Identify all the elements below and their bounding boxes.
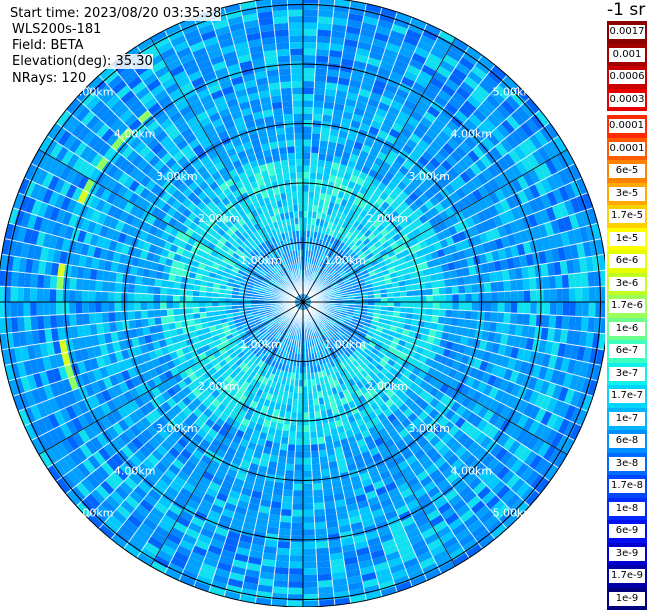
colorbar-bin: 0.0006 — [607, 66, 647, 89]
colorbar-bin: 6e-9 — [607, 520, 647, 543]
colorbar-bin-label: 6e-9 — [609, 524, 645, 538]
colorbar-bin-label: 0.001 — [609, 48, 645, 62]
colorbar-bin-label: 6e-7 — [609, 344, 645, 358]
range-ring-label: 2.00km — [198, 212, 240, 225]
colorbar-bin-label: 3e-6 — [609, 277, 645, 291]
colorbar-bin: 1e-6 — [607, 318, 647, 341]
colorbar-bin: 0.001 — [607, 44, 647, 67]
colorbar-bin: 3e-8 — [607, 453, 647, 476]
range-ring-label: 2.00km — [366, 212, 408, 225]
colorbar-bin-label: 0.00017 — [609, 119, 645, 133]
colorbar-bin-label: 1.7e-6 — [609, 299, 645, 313]
colorbar-bin: 1e-7 — [607, 408, 647, 431]
colorbar-bin: 0.0001 — [607, 138, 647, 161]
range-ring-label: 4.00km — [114, 464, 156, 477]
colorbar-bin: 1.7e-8 — [607, 475, 647, 498]
range-ring-label: 1.00km — [324, 338, 366, 351]
range-ring-label: 3.00km — [408, 170, 450, 183]
colorbar-bin-label: 0.0017 — [609, 25, 645, 39]
colorbar-bin: 6e-6 — [607, 250, 647, 273]
range-ring-label: 4.00km — [451, 464, 493, 477]
colorbar-bin: 0.0017 — [607, 21, 647, 44]
elevation-label: Elevation(deg): 35.30 — [12, 54, 153, 69]
colorbar-bin: 1e-8 — [607, 498, 647, 521]
colorbar-bin-label: 6e-6 — [609, 254, 645, 268]
range-ring-label: 4.00km — [114, 128, 156, 141]
colorbar-bin: 0.0003 — [607, 89, 647, 112]
colorbar-bin: 3e-7 — [607, 363, 647, 386]
colorbar-bin-label: 3e-7 — [609, 367, 645, 381]
range-ring-label: 3.00km — [408, 422, 450, 435]
start-time-label: Start time: 2023/08/20 03:35:38 — [10, 6, 221, 21]
colorbar-bin: 0.00017 — [607, 115, 647, 138]
range-ring-label: 1.00km — [240, 254, 282, 267]
colorbar-bin: 1.7e-9 — [607, 565, 647, 588]
site-label: WLS200s-181 — [12, 22, 101, 37]
colorbar-bin-label: 1.7e-5 — [609, 209, 645, 223]
colorbar-bin: 3e-6 — [607, 273, 647, 296]
range-ring-label: 1.00km — [240, 338, 282, 351]
colorbar-bin: 1e-5 — [607, 228, 647, 251]
nrays-label: NRays: 120 — [12, 71, 86, 86]
colorbar-bin-label: 1.7e-8 — [609, 479, 645, 493]
colorbar-bin-label: 1e-5 — [609, 232, 645, 246]
colorbar-bin-label: 1.7e-9 — [609, 569, 645, 583]
range-ring-label: 2.00km — [366, 380, 408, 393]
range-ring-label: 5.00km — [493, 506, 535, 519]
range-ring-label: 1.00km — [324, 254, 366, 267]
range-ring-label: 3.00km — [156, 170, 198, 183]
colorbar-bin: 3e-9 — [607, 543, 647, 566]
colorbar-bin: 6e-8 — [607, 430, 647, 453]
colorbar-bin: 1.7e-6 — [607, 295, 647, 318]
range-ring-label: 5.00km — [72, 86, 114, 99]
colorbar-bin-label: 1e-8 — [609, 502, 645, 516]
colorbar-bin-label: 6e-5 — [609, 164, 645, 178]
ppi-plot: 1.00km 1.00km 1.00km 1.00km 2.00km 2.00km 2.00… — [0, 0, 605, 607]
colorbar-bin-label: 1e-6 — [609, 322, 645, 336]
range-ring-label: 5.00km — [72, 506, 114, 519]
range-ring-label: 3.00km — [156, 422, 198, 435]
colorbar-unit-label: -1 sr — [607, 0, 645, 20]
colorbar-bin-label: 6e-8 — [609, 434, 645, 448]
colorbar-bin: 1.7e-7 — [607, 385, 647, 408]
colorbar-bin: 1.7e-5 — [607, 205, 647, 228]
colorbar-bin-label: 3e-9 — [609, 547, 645, 561]
colorbar-bin-label: 0.0003 — [609, 93, 645, 107]
colorbar-bin-label: 1e-7 — [609, 412, 645, 426]
range-ring-label: 4.00km — [451, 128, 493, 141]
colorbar-bin-label: 0.0006 — [609, 70, 645, 84]
range-ring-label: 2.00km — [198, 380, 240, 393]
colorbar: 0.0017 0.001 0.0006 0.0003 0.00017 0.0001 6e-5… — [607, 21, 647, 610]
colorbar-bin-label: 0.0001 — [609, 142, 645, 156]
colorbar-bin-label: 1e-9 — [609, 592, 645, 606]
colorbar-bin: 6e-7 — [607, 340, 647, 363]
field-label: Field: BETA — [12, 38, 83, 53]
colorbar-bin-label: 3e-5 — [609, 187, 645, 201]
colorbar-bin-label: 3e-8 — [609, 457, 645, 471]
colorbar-bin-label: 1.7e-7 — [609, 389, 645, 403]
colorbar-bin: 3e-5 — [607, 183, 647, 206]
range-ring-label: 5.00km — [493, 86, 535, 99]
colorbar-bin: 6e-5 — [607, 160, 647, 183]
